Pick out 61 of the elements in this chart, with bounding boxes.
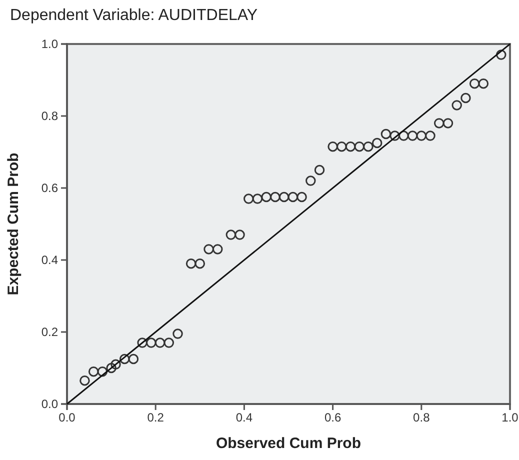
y-tick-label: 0.0 [41, 396, 58, 411]
point [234, 230, 245, 240]
point [469, 78, 480, 89]
point [314, 164, 325, 176]
y-tick-label: 0.6 [41, 180, 58, 195]
point [261, 192, 272, 202]
y-axis-title: Expected Cum Prob [5, 152, 22, 296]
point [328, 141, 338, 152]
point [110, 359, 121, 370]
point [478, 78, 489, 89]
point [270, 192, 280, 202]
point [416, 130, 427, 141]
point [372, 138, 382, 148]
y-tick-label: 0.2 [41, 324, 58, 339]
point [80, 375, 90, 386]
y-tick-label: 0.8 [41, 108, 58, 123]
point [296, 192, 307, 202]
x-tick-label: 0.8 [413, 410, 430, 425]
point [88, 366, 99, 377]
point [204, 244, 214, 254]
point [186, 258, 196, 269]
point [154, 338, 166, 348]
point [106, 362, 116, 374]
point [194, 258, 206, 269]
point [442, 118, 454, 128]
point [306, 176, 316, 186]
x-tick-label: 0.4 [236, 410, 253, 425]
x-tick-label: 0.0 [58, 410, 76, 425]
point [137, 338, 148, 348]
x-tick-label: 0.2 [147, 410, 164, 425]
point [119, 354, 130, 364]
point [390, 130, 400, 141]
point [128, 354, 139, 364]
y-tick-label: 1.0 [41, 36, 58, 51]
point [212, 244, 223, 254]
point [226, 230, 236, 240]
point [336, 141, 347, 152]
point [345, 141, 356, 152]
point [172, 328, 183, 339]
point [425, 130, 436, 141]
y-tick-label: 0.4 [41, 252, 58, 267]
point [164, 338, 174, 348]
point [278, 192, 290, 202]
chart-title: Dependent Variable: AUDITDELAY [10, 7, 258, 24]
point [452, 100, 462, 110]
point [407, 130, 418, 141]
point [288, 192, 298, 202]
x-axis-title: Observed Cum Prob [216, 435, 362, 452]
x-tick-label: 1.0 [502, 410, 519, 425]
point [363, 141, 374, 152]
point [97, 366, 108, 377]
point [398, 130, 409, 141]
point [252, 194, 263, 204]
x-tick-label: 0.6 [324, 410, 342, 425]
point [496, 50, 506, 60]
point [354, 141, 364, 152]
point [380, 128, 392, 140]
point [460, 92, 471, 104]
point [244, 194, 254, 204]
point [434, 118, 444, 128]
point [146, 338, 156, 348]
